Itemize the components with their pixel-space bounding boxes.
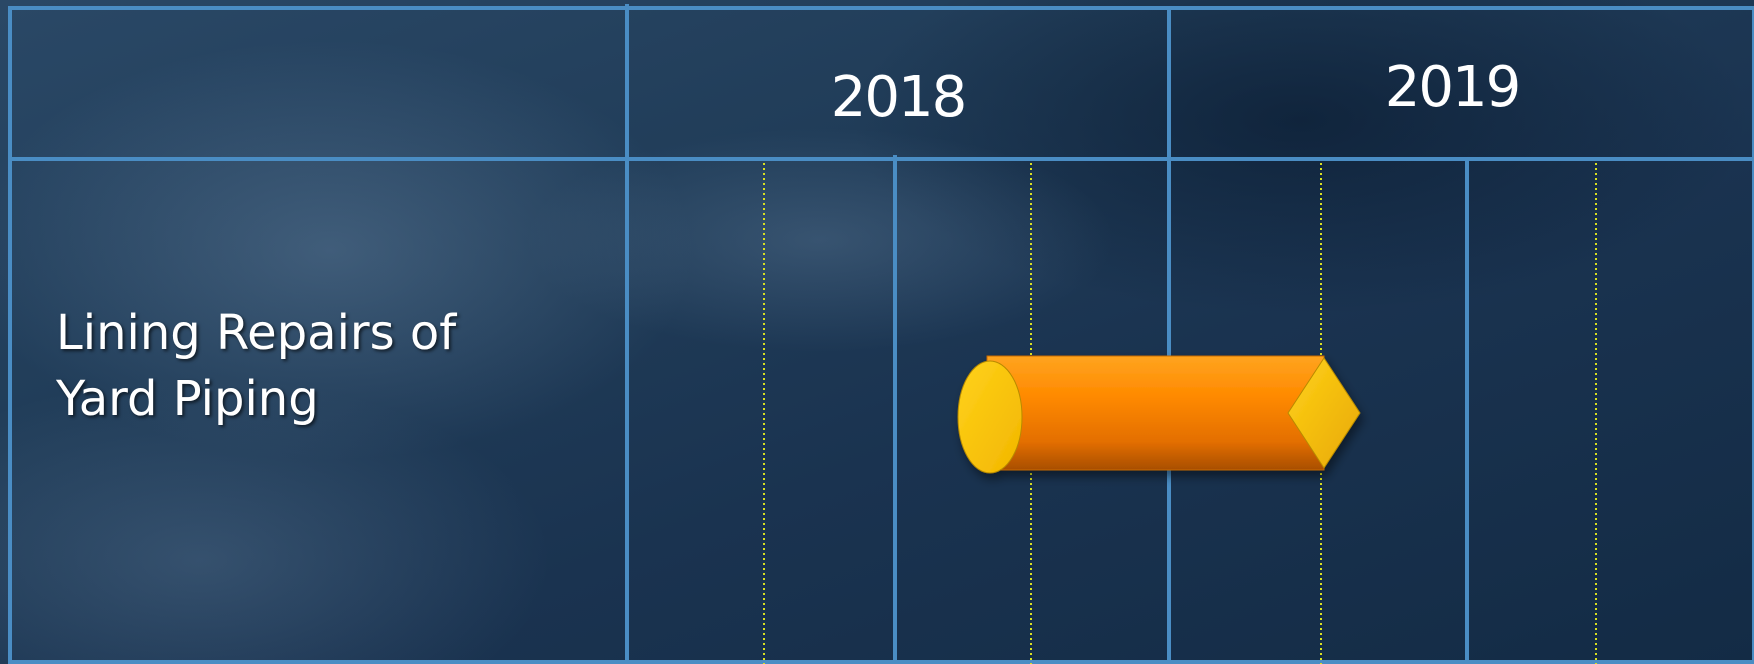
task-bar-body — [986, 355, 1325, 471]
task-label-line-1: Lining Repairs of — [56, 305, 457, 361]
task-end-marker — [1287, 357, 1361, 469]
table-frame — [8, 6, 1754, 664]
task-label-line-2: Yard Piping — [56, 371, 319, 427]
task-start-marker — [957, 360, 1023, 474]
task-label: Lining Repairs of Yard Piping — [56, 300, 616, 432]
year-header-2018: 2018 — [831, 65, 966, 130]
task-bar — [957, 355, 1361, 474]
year-header-2019: 2019 — [1385, 55, 1520, 120]
